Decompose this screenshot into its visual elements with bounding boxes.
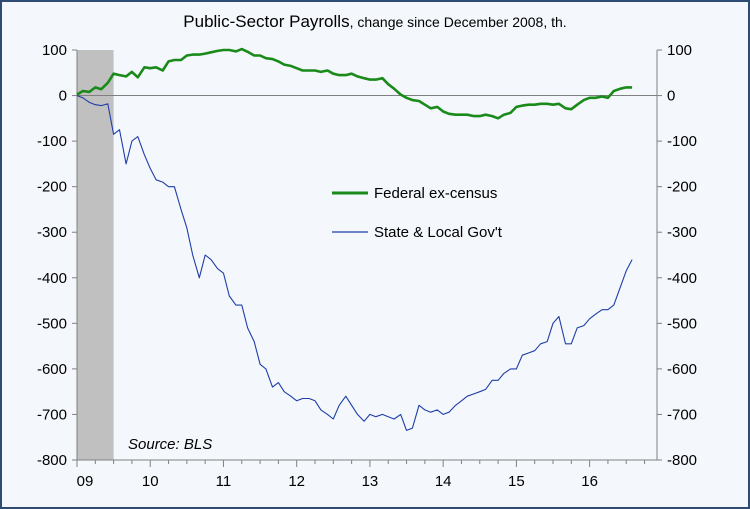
y-tick-label-right: -200 [667, 179, 697, 196]
y-tick-label-left: 0 [59, 88, 67, 105]
x-tick-label: 16 [581, 473, 598, 490]
chart-title: Public-Sector Payrolls, change since Dec… [183, 12, 566, 31]
x-tick-label: 10 [142, 473, 159, 490]
chart-title-sub: , change since December 2008, th. [350, 14, 567, 30]
y-tick-label-right: -300 [667, 224, 697, 241]
y-tick-label-right: -500 [667, 315, 697, 332]
y-tick-label-left: -800 [37, 452, 67, 469]
y-tick-label-left: -600 [37, 361, 67, 378]
y-tick-label-right: -700 [667, 406, 697, 423]
y-tick-label-left: 100 [42, 42, 67, 59]
x-tick-label: 11 [216, 473, 232, 490]
y-tick-label-right: -600 [667, 361, 697, 378]
y-tick-label-right: 100 [667, 42, 692, 59]
x-tick-label: 13 [362, 473, 379, 490]
y-tick-label-left: -500 [37, 315, 67, 332]
y-tick-label-right: 0 [667, 88, 675, 105]
y-tick-label-right: -100 [667, 133, 697, 150]
y-tick-label-left: -100 [37, 133, 67, 150]
x-tick-label: 12 [288, 473, 305, 490]
y-tick-label-left: -200 [37, 179, 67, 196]
y-tick-label-left: -300 [37, 224, 67, 241]
x-tick-label: 14 [435, 473, 452, 490]
x-tick-label: 09 [77, 473, 94, 490]
legend: Federal ex-census State & Local Gov't [332, 185, 503, 241]
legend-label-federal: Federal ex-census [374, 185, 497, 202]
y-tick-label-left: -700 [37, 406, 67, 423]
y-tick-label-left: -400 [37, 270, 67, 287]
source-note: Source: BLS [128, 436, 212, 453]
y-tick-label-right: -800 [667, 452, 697, 469]
x-tick-label: 15 [508, 473, 525, 490]
y-tick-label-right: -400 [667, 270, 697, 287]
series-line-federal [76, 47, 633, 120]
chart-title-main: Public-Sector Payrolls [183, 12, 349, 31]
series-line-state-local [76, 95, 633, 431]
legend-label-state-local: State & Local Gov't [374, 224, 503, 241]
recession-shading [77, 50, 114, 460]
